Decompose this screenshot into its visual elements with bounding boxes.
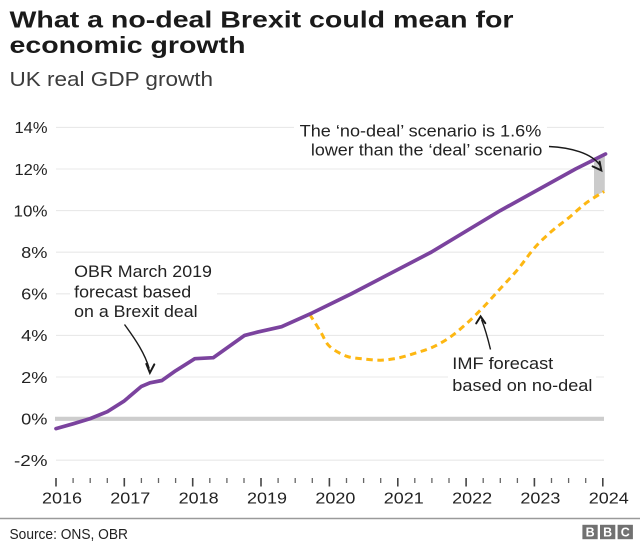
- svg-text:2%: 2%: [21, 370, 47, 387]
- svg-text:2020: 2020: [315, 491, 355, 508]
- svg-text:8%: 8%: [21, 245, 47, 262]
- svg-text:2023: 2023: [520, 491, 560, 508]
- svg-text:10%: 10%: [14, 203, 48, 220]
- svg-text:12%: 12%: [15, 162, 48, 179]
- svg-text:2022: 2022: [452, 491, 492, 508]
- svg-text:6%: 6%: [21, 287, 47, 304]
- svg-text:UK real GDP growth: UK real GDP growth: [10, 69, 214, 91]
- svg-text:2024: 2024: [589, 491, 629, 508]
- svg-text:B: B: [586, 526, 595, 540]
- svg-text:14%: 14%: [15, 120, 48, 137]
- svg-text:C: C: [621, 526, 630, 540]
- svg-text:What a no-deal Brexit could me: What a no-deal Brexit could mean for: [10, 7, 514, 33]
- svg-text:IMF forecast: IMF forecast: [452, 354, 553, 373]
- svg-text:economic growth: economic growth: [10, 32, 246, 58]
- svg-text:forecast based: forecast based: [74, 283, 191, 302]
- svg-text:lower than the ‘deal’ scenario: lower than the ‘deal’ scenario: [311, 140, 542, 159]
- svg-text:The ‘no-deal’ scenario is 1.6%: The ‘no-deal’ scenario is 1.6%: [300, 121, 542, 140]
- svg-text:4%: 4%: [21, 328, 47, 345]
- svg-text:on a Brexit deal: on a Brexit deal: [74, 302, 197, 321]
- svg-text:2016: 2016: [42, 491, 82, 508]
- svg-text:B: B: [603, 526, 612, 540]
- svg-text:2021: 2021: [384, 491, 424, 508]
- svg-text:OBR March 2019: OBR March 2019: [74, 262, 212, 281]
- svg-text:2019: 2019: [247, 491, 287, 508]
- svg-text:2017: 2017: [110, 491, 150, 508]
- svg-text:Source: ONS, OBR: Source: ONS, OBR: [10, 527, 129, 543]
- svg-text:based on no-deal: based on no-deal: [452, 376, 592, 395]
- svg-text:0%: 0%: [21, 412, 47, 429]
- svg-text:-2%: -2%: [14, 453, 48, 470]
- svg-text:2018: 2018: [179, 491, 219, 508]
